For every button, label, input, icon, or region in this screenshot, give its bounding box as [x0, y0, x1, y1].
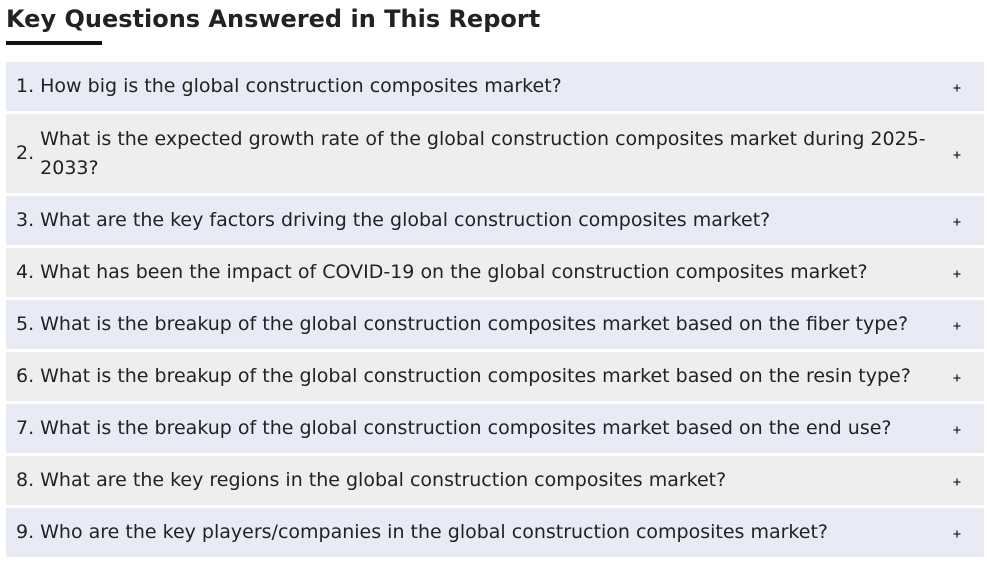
- faq-question: What is the expected growth rate of the …: [40, 127, 926, 179]
- faq-number: 9.: [16, 521, 35, 543]
- plus-icon[interactable]: [952, 217, 962, 227]
- faq-number: 6.: [16, 365, 35, 387]
- heading-block: Key Questions Answered in This Report: [6, 2, 706, 45]
- faq-number: 2.: [16, 142, 35, 164]
- faq-item-3[interactable]: 3. What are the key factors driving the …: [6, 196, 984, 245]
- faq-question: What are the key regions in the global c…: [40, 469, 727, 491]
- faq-accordion: 1. How big is the global construction co…: [6, 62, 984, 560]
- faq-question: What is the breakup of the global constr…: [40, 313, 909, 335]
- title-underline: [6, 41, 102, 45]
- faq-item-4[interactable]: 4. What has been the impact of COVID-19 …: [6, 248, 984, 297]
- faq-number: 3.: [16, 209, 35, 231]
- faq-item-1[interactable]: 1. How big is the global construction co…: [6, 62, 984, 111]
- faq-number: 7.: [16, 417, 35, 439]
- plus-icon[interactable]: [952, 150, 962, 160]
- faq-item-8[interactable]: 8. What are the key regions in the globa…: [6, 456, 984, 505]
- faq-item-2[interactable]: 2. What is the expected growth rate of t…: [6, 114, 984, 193]
- faq-question: What is the breakup of the global constr…: [40, 417, 892, 439]
- plus-icon[interactable]: [952, 373, 962, 383]
- faq-item-7[interactable]: 7. What is the breakup of the global con…: [6, 404, 984, 453]
- faq-item-5[interactable]: 5. What is the breakup of the global con…: [6, 300, 984, 349]
- plus-icon[interactable]: [952, 83, 962, 93]
- plus-icon[interactable]: [952, 477, 962, 487]
- faq-number: 1.: [16, 75, 35, 97]
- faq-number: 4.: [16, 261, 35, 283]
- faq-question: What are the key factors driving the glo…: [40, 209, 771, 231]
- faq-item-9[interactable]: 9. Who are the key players/companies in …: [6, 508, 984, 557]
- page-title: Key Questions Answered in This Report: [6, 5, 541, 33]
- faq-question: What is the breakup of the global constr…: [40, 365, 911, 387]
- plus-icon[interactable]: [952, 529, 962, 539]
- faq-question: What has been the impact of COVID-19 on …: [40, 261, 868, 283]
- faq-question: Who are the key players/companies in the…: [40, 521, 828, 543]
- plus-icon[interactable]: [952, 321, 962, 331]
- plus-icon[interactable]: [952, 425, 962, 435]
- faq-number: 8.: [16, 469, 35, 491]
- faq-item-6[interactable]: 6. What is the breakup of the global con…: [6, 352, 984, 401]
- plus-icon[interactable]: [952, 269, 962, 279]
- faq-number: 5.: [16, 313, 35, 335]
- faq-question: How big is the global construction compo…: [40, 75, 562, 97]
